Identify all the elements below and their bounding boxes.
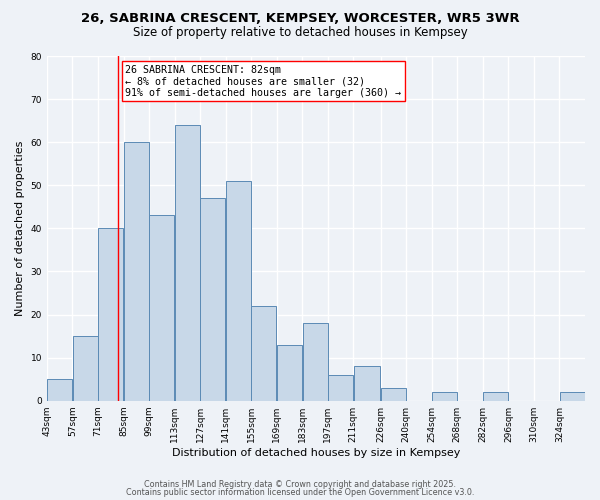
Bar	[124, 142, 149, 401]
Bar	[381, 388, 406, 400]
X-axis label: Distribution of detached houses by size in Kempsey: Distribution of detached houses by size …	[172, 448, 460, 458]
Bar	[328, 375, 353, 400]
Bar	[353, 366, 380, 400]
Bar	[98, 228, 123, 400]
Bar	[149, 216, 175, 400]
Text: 26 SABRINA CRESCENT: 82sqm
← 8% of detached houses are smaller (32)
91% of semi-: 26 SABRINA CRESCENT: 82sqm ← 8% of detac…	[125, 64, 401, 98]
Y-axis label: Number of detached properties: Number of detached properties	[15, 140, 25, 316]
Text: Contains public sector information licensed under the Open Government Licence v3: Contains public sector information licen…	[126, 488, 474, 497]
Bar	[200, 198, 226, 400]
Bar	[277, 344, 302, 401]
Bar	[226, 181, 251, 400]
Text: Size of property relative to detached houses in Kempsey: Size of property relative to detached ho…	[133, 26, 467, 39]
Bar	[73, 336, 98, 400]
Bar	[175, 125, 200, 400]
Bar	[251, 306, 277, 400]
Bar	[47, 379, 72, 400]
Text: 26, SABRINA CRESCENT, KEMPSEY, WORCESTER, WR5 3WR: 26, SABRINA CRESCENT, KEMPSEY, WORCESTER…	[80, 12, 520, 26]
Bar	[560, 392, 585, 400]
Bar	[432, 392, 457, 400]
Bar	[302, 323, 328, 400]
Text: Contains HM Land Registry data © Crown copyright and database right 2025.: Contains HM Land Registry data © Crown c…	[144, 480, 456, 489]
Bar	[483, 392, 508, 400]
